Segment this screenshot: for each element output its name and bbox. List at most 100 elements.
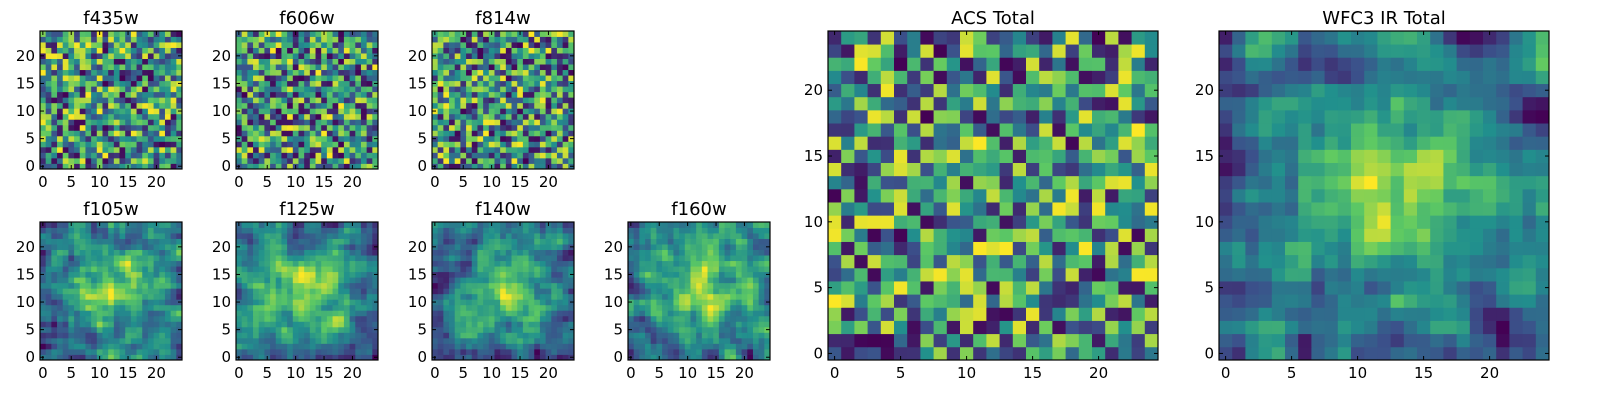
heatmap-cell [539,80,546,87]
heatmap-cell [91,282,98,289]
heatmap-cell [707,343,714,350]
heatmap-cell [920,215,934,229]
heatmap-cell [170,293,177,300]
heatmap-cell [449,42,456,48]
heatmap-cell [483,36,490,43]
heatmap-cell [62,260,69,267]
heatmap-cell [562,58,569,65]
heatmap-cell [1092,228,1106,242]
heatmap-cell [258,343,265,350]
heatmap-cell [528,266,535,273]
heatmap-cell [326,310,333,317]
heatmap-cell [528,282,535,289]
heatmap-cell [315,271,322,278]
heatmap-cell [108,130,115,137]
heatmap-cell [85,299,92,306]
heatmap-cell [894,307,908,321]
heatmap-cell [142,348,149,355]
heatmap-cell [62,293,69,300]
heatmap-cell [701,315,708,322]
heatmap-cell [741,348,748,355]
heatmap-cell [51,58,58,65]
heatmap-cell [281,47,288,54]
heatmap-cell [735,260,742,267]
heatmap-cell [68,75,75,82]
heatmap-cell [321,113,328,120]
heatmap-cell [45,244,52,250]
heatmap-cell [650,348,657,355]
heatmap-cell [85,260,92,267]
heatmap-cell [933,241,948,256]
heatmap-cell [432,47,439,54]
heatmap-cell [315,119,322,126]
heatmap-cell [136,238,143,245]
heatmap-cell [724,343,731,350]
heatmap-cell [264,80,271,87]
heatmap-cell [79,337,86,344]
heatmap-cell [164,130,172,137]
heatmap-cell [360,238,368,245]
heatmap-cell [136,332,143,339]
heatmap-cell [483,282,490,289]
heatmap-cell [690,293,697,300]
heatmap-cell [471,277,478,284]
heatmap-cell [628,293,635,300]
heatmap-cell [752,293,760,300]
heatmap-cell [287,277,294,284]
heatmap-cell [894,149,908,163]
heatmap-cell [315,36,322,43]
heatmap-cell [338,86,345,93]
heatmap-cell [153,119,160,126]
heatmap-cell [673,271,680,278]
heatmap-cell [85,348,92,355]
heatmap-cell [147,130,154,137]
heatmap-cell [130,343,137,350]
heatmap-cell [460,130,467,137]
heatmap-cell [437,69,444,76]
heatmap-cell [645,266,652,273]
heatmap-cell [153,326,160,333]
heatmap-cell [667,321,674,328]
heatmap-cell [85,102,92,109]
heatmap-cell [701,249,708,256]
heatmap-cell [292,152,299,159]
heatmap-cell [449,310,456,317]
heatmap-cell [471,321,478,328]
heatmap-cell [85,146,92,153]
heatmap-cell [505,255,512,262]
heatmap-cell [366,315,373,322]
heatmap-cell [437,135,444,142]
heatmap-cell [91,152,98,159]
heatmap-cell [309,227,316,234]
heatmap-cell [332,332,339,339]
heatmap-cell [57,326,64,333]
heatmap-cell [656,288,663,295]
heatmap-cell [119,348,126,355]
heatmap-cell [304,277,311,284]
heatmap-cell [275,222,282,228]
heatmap-cell [488,119,495,126]
heatmap-cell [1065,254,1080,269]
heatmap-cell [973,188,987,203]
heatmap-cell [690,310,697,317]
heatmap-cell [315,288,322,295]
heatmap-cell [332,157,339,164]
heatmap-cell [920,175,934,190]
heatmap-cell [667,282,674,289]
heatmap-cell [466,227,473,234]
heatmap-cell [51,53,58,59]
heatmap-cell [91,135,98,142]
heatmap-cell [236,124,243,131]
heatmap-cell [483,53,490,59]
heatmap-cell [315,80,322,87]
heatmap-cell [247,53,254,59]
heatmap-cell [338,244,345,250]
heatmap-cell [551,124,558,131]
heatmap-cell [522,321,529,328]
heatmap-cell [74,119,81,126]
heatmap-cell [752,277,760,284]
heatmap-cell [355,152,362,159]
heatmap-cell [321,86,328,93]
heatmap-cell [522,86,529,93]
heatmap-cell [946,254,961,269]
